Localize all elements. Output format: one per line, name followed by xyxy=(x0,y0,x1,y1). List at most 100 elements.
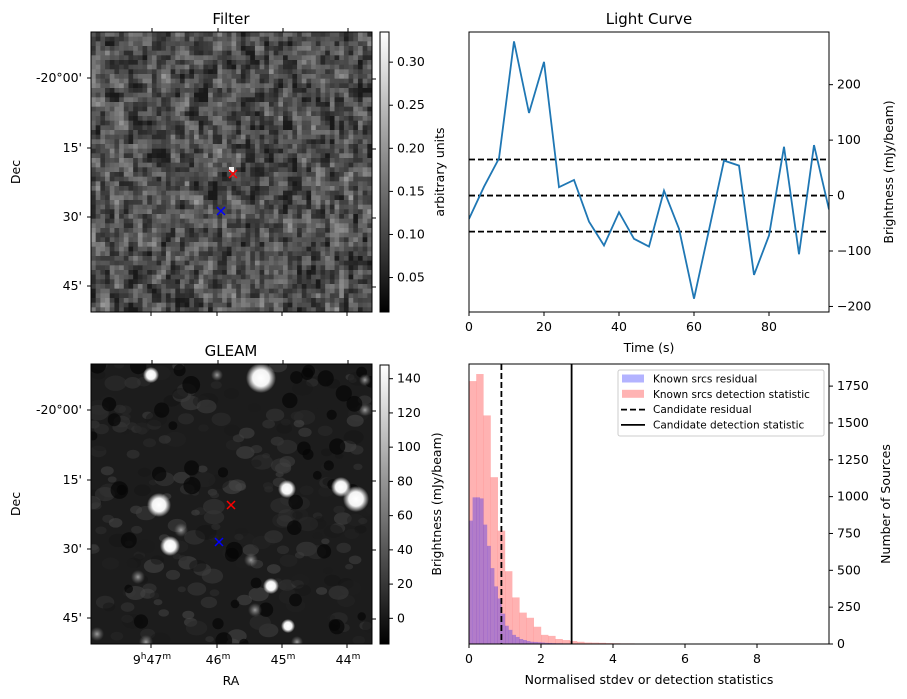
filter-pixel xyxy=(161,237,167,243)
filter-pixel xyxy=(137,214,143,220)
filter-pixel xyxy=(273,92,279,98)
filter-pixel xyxy=(268,83,275,89)
filter-pixel xyxy=(156,209,162,215)
filter-pixel xyxy=(283,106,289,112)
filter-pixel xyxy=(367,270,372,276)
filter-pixel xyxy=(175,284,181,290)
filter-pixel xyxy=(194,204,200,210)
filter-pixel xyxy=(301,158,307,164)
filter-pixel xyxy=(320,36,326,42)
filter-pixel xyxy=(311,176,317,182)
filter-pixel xyxy=(278,251,284,257)
filter-pixel xyxy=(339,214,345,220)
filter-pixel xyxy=(301,41,307,47)
filter-pixel xyxy=(315,284,321,290)
filter-pixel xyxy=(292,279,298,285)
residual-bar xyxy=(537,642,542,644)
filter-pixel xyxy=(217,181,223,187)
filter-pixel xyxy=(109,251,115,257)
filter-pixel xyxy=(320,200,326,206)
filter-pixel xyxy=(353,288,359,294)
gleam-noise-blob xyxy=(348,555,362,565)
filter-pixel xyxy=(250,125,256,131)
filter-pixel xyxy=(175,111,181,117)
filter-pixel xyxy=(100,298,106,304)
filter-pixel xyxy=(320,228,326,234)
filter-pixel xyxy=(259,97,265,103)
filter-pixel xyxy=(278,302,284,308)
filter-pixel xyxy=(301,50,307,56)
filter-pixel xyxy=(100,284,106,290)
filter-pixel xyxy=(273,204,279,210)
filter-pixel xyxy=(194,232,200,238)
filter-pixel xyxy=(128,195,134,201)
filter-pixel xyxy=(184,186,190,192)
dec-tick-label: 15' xyxy=(63,472,82,487)
filter-pixel xyxy=(353,265,359,271)
legend-label: Known srcs detection statistic xyxy=(653,389,810,401)
filter-pixel xyxy=(357,78,364,84)
filter-pixel xyxy=(240,223,246,229)
filter-pixel xyxy=(343,246,349,252)
filter-pixel xyxy=(231,260,237,266)
filter-pixel xyxy=(315,50,321,56)
filter-pixel xyxy=(283,158,289,164)
filter-pixel xyxy=(226,78,232,84)
filter-pixel xyxy=(179,83,186,89)
filter-pixel xyxy=(217,106,223,112)
gleam-noise-blob xyxy=(135,539,156,554)
filter-pixel xyxy=(226,200,232,206)
filter-pixel xyxy=(362,120,368,126)
filter-pixel xyxy=(297,125,303,131)
filter-pixel xyxy=(151,148,157,154)
gleam-dark-patch xyxy=(120,532,137,549)
colorbar-tick-label: 0.10 xyxy=(397,226,425,241)
filter-pixel xyxy=(254,242,260,248)
filter-pixel xyxy=(301,270,307,276)
filter-pixel xyxy=(236,284,242,290)
filter-pixel xyxy=(292,78,298,84)
filter-pixel xyxy=(367,242,372,248)
filter-pixel xyxy=(142,298,148,304)
filter-pixel xyxy=(264,298,270,304)
filter-pixel xyxy=(137,55,143,61)
detection-bar xyxy=(476,374,484,644)
filter-pixel xyxy=(264,265,270,271)
filter-pixel xyxy=(198,111,204,117)
filter-pixel xyxy=(245,265,251,271)
gleam-noise-blob xyxy=(196,399,217,414)
filter-pixel xyxy=(212,41,218,47)
filter-pixel xyxy=(264,223,270,229)
filter-pixel xyxy=(320,139,326,145)
filter-pixel xyxy=(297,36,303,42)
filter-pixel xyxy=(165,144,172,150)
filter-pixel xyxy=(250,134,256,140)
filter-pixel xyxy=(119,32,125,38)
filter-pixel xyxy=(264,55,270,61)
filter-pixel xyxy=(339,186,345,192)
filter-pixel xyxy=(367,144,372,150)
filter-pixel xyxy=(268,139,275,145)
filter-pixel xyxy=(334,176,340,182)
filter-pixel xyxy=(217,293,223,299)
filter-pixel xyxy=(161,36,167,42)
filter-pixel xyxy=(311,270,317,276)
filter-pixel xyxy=(194,251,200,257)
filter-pixel xyxy=(184,223,190,229)
filter-pixel xyxy=(334,237,340,243)
filter-pixel xyxy=(212,204,218,210)
filter-pixel xyxy=(329,265,335,271)
filter-pixel xyxy=(165,69,172,75)
filter-pixel xyxy=(165,260,172,266)
filter-pixel xyxy=(179,256,186,262)
filter-pixel xyxy=(301,293,307,299)
filter-pixel xyxy=(231,228,237,234)
filter-pixel xyxy=(362,186,368,192)
filter-pixel xyxy=(287,223,293,229)
filter-pixel xyxy=(362,167,368,173)
filter-pixel xyxy=(245,134,251,140)
filter-pixel xyxy=(236,265,242,271)
gleam-noise-blob xyxy=(100,466,114,476)
filter-pixel xyxy=(348,102,354,108)
filter-pixel xyxy=(283,92,289,98)
